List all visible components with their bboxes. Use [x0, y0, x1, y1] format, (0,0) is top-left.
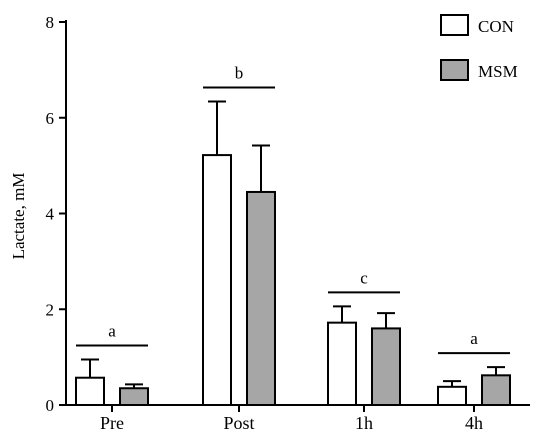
legend-label-con: CON: [478, 17, 514, 36]
x-tick-label: Post: [223, 413, 254, 433]
y-tick-label: 4: [46, 205, 55, 224]
y-tick-label: 6: [46, 109, 55, 128]
bar-msm-4h: [481, 374, 511, 407]
legend-swatch-con: [440, 14, 469, 36]
bar-msm-post: [246, 190, 276, 406]
labels: 0 2 4 6 8 Pre a Post b 1h c 4h a: [46, 13, 510, 433]
significance-letter: a: [470, 329, 478, 348]
bar-con-post: [202, 154, 232, 406]
bar-msm-pre: [119, 387, 149, 406]
bar-con-4h: [437, 385, 467, 406]
y-tick-label: 0: [46, 396, 55, 415]
bar-msm-1h: [371, 327, 401, 406]
legend-label-msm: MSM: [478, 62, 518, 81]
significance-letter: b: [235, 63, 244, 82]
legend-swatch-msm: [440, 59, 469, 81]
x-tick-label: Pre: [100, 413, 124, 433]
legend: CON MSM: [440, 14, 518, 81]
x-tick-label: 1h: [355, 413, 373, 433]
bar-con-1h: [327, 321, 357, 406]
y-tick-label: 8: [46, 13, 55, 32]
y-axis-label: Lactate, mM: [9, 173, 28, 260]
y-tick-label: 2: [46, 300, 55, 319]
significance-letter: a: [108, 322, 116, 341]
bar-con-pre: [75, 376, 105, 406]
x-tick-label: 4h: [465, 413, 483, 433]
bars: [75, 100, 511, 407]
significance-letter: c: [360, 268, 368, 287]
